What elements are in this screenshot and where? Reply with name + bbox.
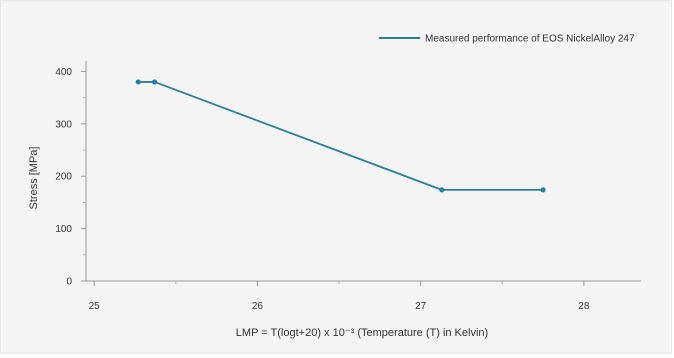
y-tick-label: 100 <box>55 224 72 235</box>
legend-label: Measured performance of EOS NickelAlloy … <box>425 34 635 45</box>
y-tick-label: 200 <box>55 172 72 183</box>
data-point <box>151 79 158 85</box>
x-axis-ticks: 25 26 27 28 <box>89 281 590 312</box>
data-point <box>439 187 445 193</box>
data-point <box>540 187 546 193</box>
y-tick-label: 300 <box>55 119 72 130</box>
x-tick-label: 26 <box>252 301 264 312</box>
axes <box>85 61 641 282</box>
x-tick-label: 25 <box>89 301 101 312</box>
y-axis-ticks: 0 100 200 300 400 <box>55 67 86 288</box>
y-tick-label: 0 <box>66 277 72 288</box>
y-tick-label: 400 <box>55 67 72 78</box>
x-axis-label: LMP = T(logt+20) x 10⁻³ (Temperature (T)… <box>236 327 488 339</box>
series-line <box>138 81 544 191</box>
legend: Measured performance of EOS NickelAlloy … <box>379 34 635 45</box>
data-series <box>135 79 546 193</box>
y-axis-label: Stress [MPa] <box>28 147 40 210</box>
data-point <box>135 79 141 85</box>
x-tick-label: 28 <box>578 301 590 312</box>
x-tick-label: 27 <box>415 301 427 312</box>
